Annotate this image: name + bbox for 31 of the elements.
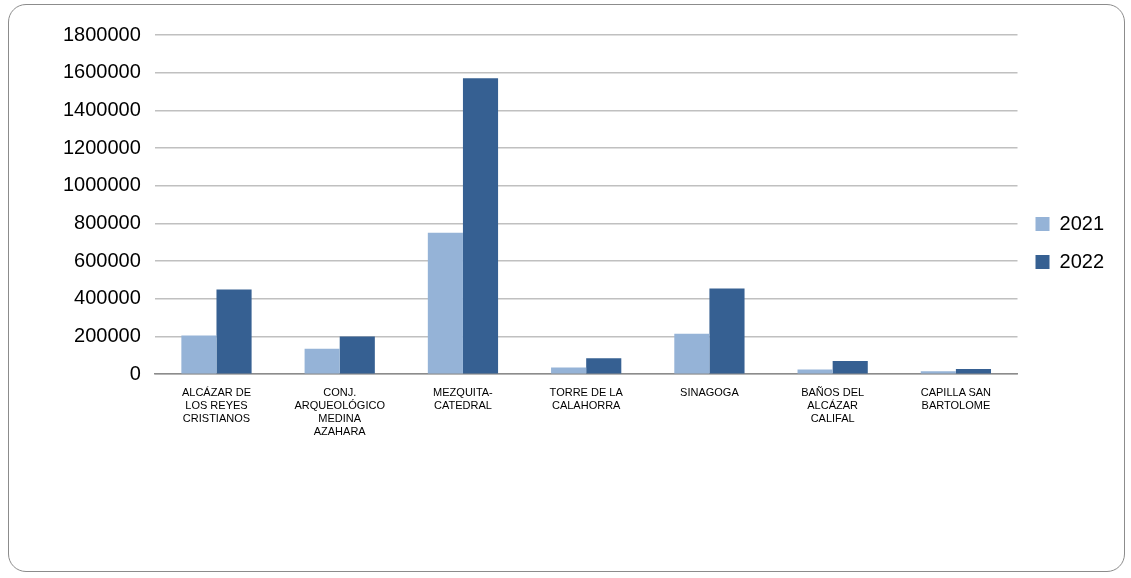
x-tick-label: CAPILLA SAN BARTOLOME [920,385,992,412]
x-tick-label: ALCÁZAR DE LOS REYES CRISTIANOS [181,385,252,425]
y-tick-label: 600000 [74,248,141,271]
x-tick-label: MEZQUITA-CATEDRAL [433,385,494,412]
y-tick-label: 400000 [74,286,141,309]
x-tick-label: BAÑOS DEL ALCÁZAR CALIFAL [801,385,865,425]
bar [339,336,375,374]
bar [832,361,868,374]
bar [427,232,463,374]
legend-label: 2022 [1059,249,1105,272]
bar [709,288,745,374]
bar [181,335,217,374]
bar [304,348,340,374]
x-tick-label: SINAGOGA [680,385,740,398]
y-tick-label: 200000 [74,324,141,347]
x-tick-label: CONJ. ARQUEOLÓGICO MEDINA AZAHARA [294,385,386,438]
bar [797,369,833,374]
y-tick-label: 1600000 [62,60,141,83]
x-tick-label: TORRE DE LA CALAHORRA [549,385,624,412]
bar [920,371,956,374]
bar [216,289,252,374]
y-tick-label: 1200000 [62,135,141,158]
bar [462,78,499,374]
y-tick-label: 800000 [74,210,141,233]
y-tick-label: 1000000 [62,173,141,196]
y-tick-label: 1400000 [62,97,141,120]
y-tick-label: 1800000 [62,22,141,45]
legend-label: 2021 [1059,211,1105,234]
y-tick-label: 0 [129,361,141,384]
bar [674,333,710,374]
bar [586,358,622,374]
